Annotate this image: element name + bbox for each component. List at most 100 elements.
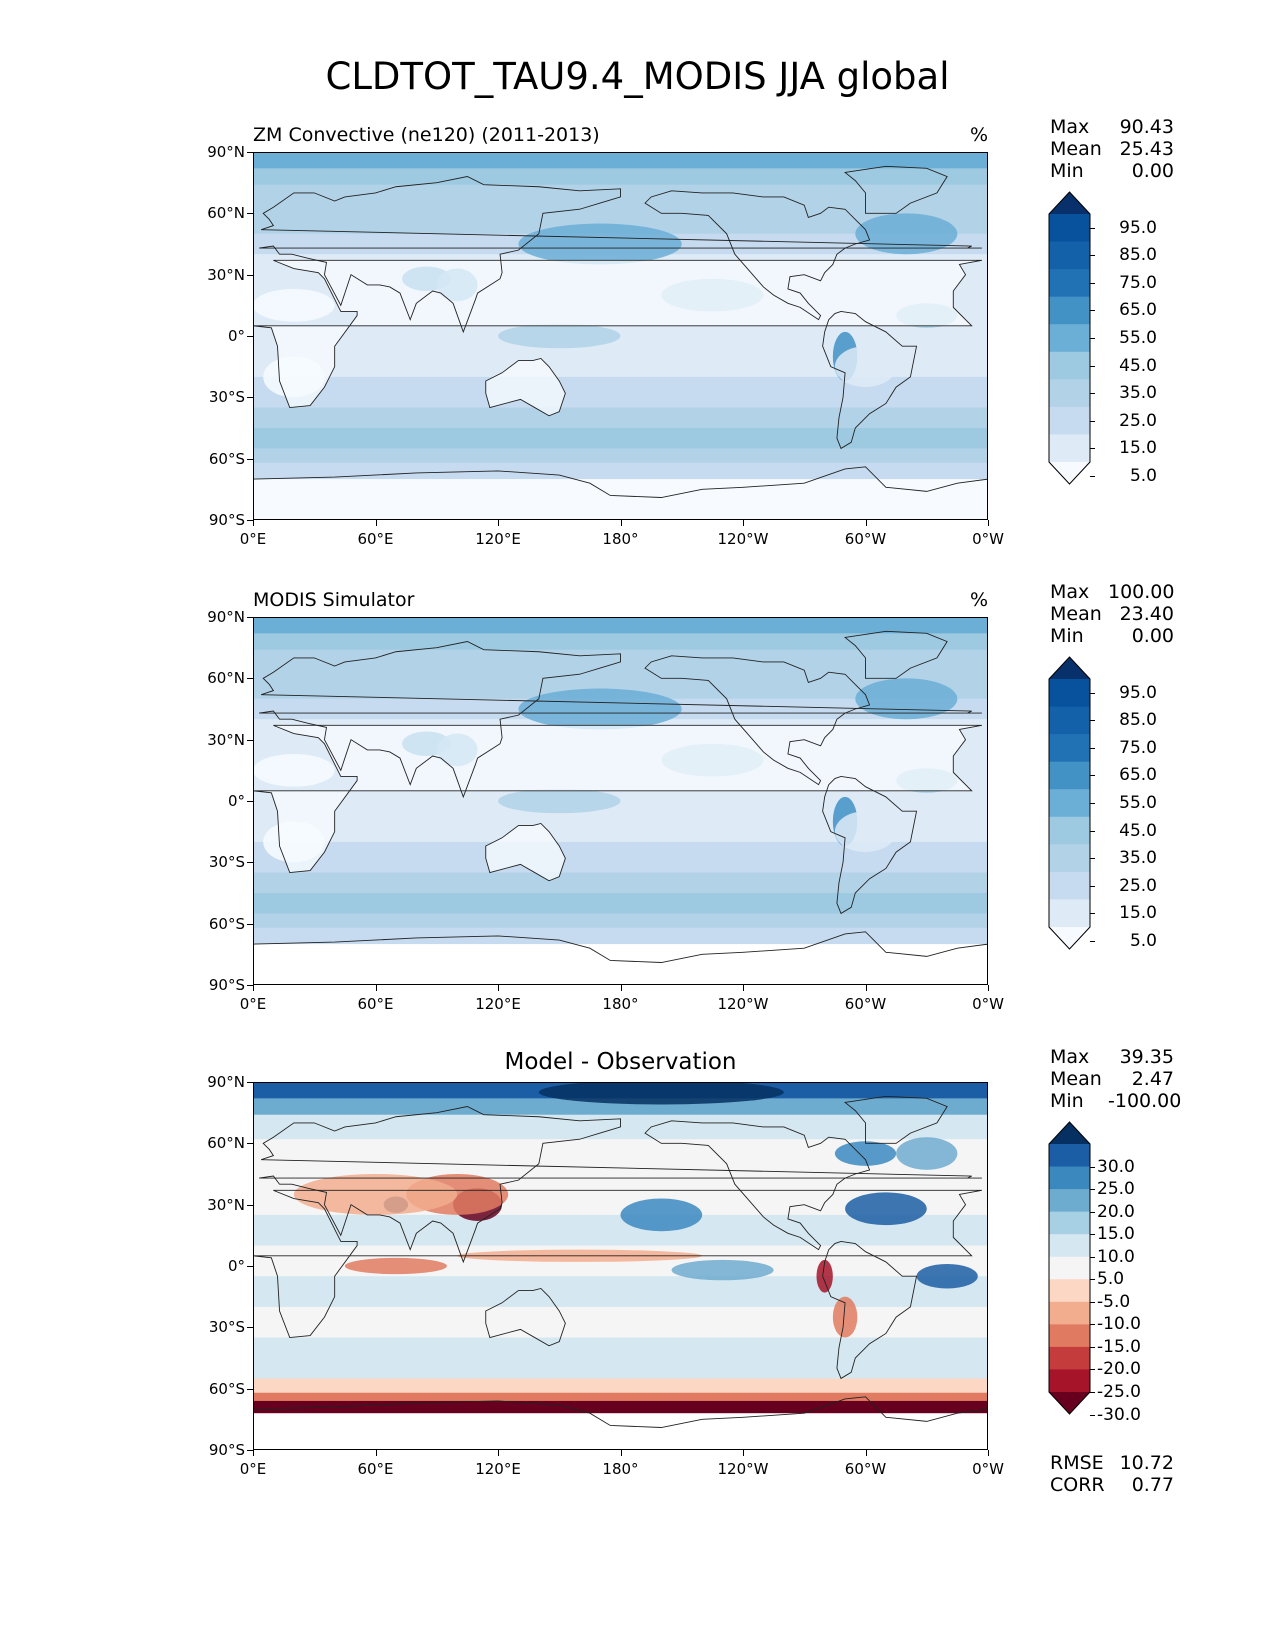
lon-tick-label: 0°W: [972, 995, 1004, 1013]
colorbar-label: 75.0: [1119, 272, 1157, 293]
colorbar-tick: [1090, 1279, 1095, 1281]
lat-tick-mark: [247, 1450, 253, 1451]
lon-tick-label: 120°E: [475, 1460, 521, 1478]
colorbar-tick: [1090, 227, 1095, 229]
colorbar-label: 85.0: [1119, 710, 1157, 731]
coastline-antarctica: [253, 466, 988, 520]
lat-tick-label: 90°N: [207, 1073, 245, 1091]
colorbar-extend-min: [1049, 927, 1090, 949]
lon-tick-label: 120°E: [475, 530, 521, 548]
lat-tick-mark: [247, 862, 253, 864]
lat-tick-label: 30°N: [207, 1195, 245, 1214]
colorbar-label: 75.0: [1119, 737, 1157, 758]
lat-tick-label: 0°: [227, 1257, 245, 1275]
land-fill: [485, 358, 566, 416]
colorbar-tick: [1090, 255, 1095, 257]
contour-feature: [816, 1259, 833, 1293]
metric-value: 10.72: [1119, 1452, 1174, 1474]
colorbar-segment: [1049, 1301, 1090, 1325]
colorbar-label: -30.0: [1097, 1404, 1141, 1425]
colorbar-label: 20.0: [1097, 1201, 1135, 1222]
contour-feature: [518, 688, 682, 730]
panel-title: Model - Observation: [504, 1049, 737, 1075]
lat-tick-mark: [247, 617, 253, 618]
panel-title: ZM Convective (ne120) (2011-2013): [253, 124, 600, 146]
lon-tick-label: 180°: [602, 530, 639, 548]
land-fill: [253, 260, 982, 408]
lat-tick-label: 30°N: [207, 265, 245, 284]
colorbar-label: 5.0: [1129, 465, 1157, 486]
stat-value: 39.35: [1119, 1046, 1174, 1068]
colorbar-label: 15.0: [1119, 903, 1157, 924]
lat-tick-mark: [247, 152, 253, 153]
colorbar-label: 65.0: [1119, 765, 1157, 786]
lat-tick-mark: [247, 985, 253, 986]
colorbar-segment: [1049, 351, 1090, 380]
lon-tick-label: 0°W: [972, 1460, 1004, 1478]
colorbar-segment: [1049, 1369, 1090, 1393]
lon-tick-mark: [865, 520, 867, 526]
colorbar-tick: [1090, 310, 1095, 312]
coastline-africa: [253, 1189, 982, 1339]
colorbar-label: 30.0: [1097, 1156, 1135, 1177]
contour-band: [253, 872, 988, 894]
colorbar-segment: [1049, 1166, 1090, 1190]
colorbar-tick: [1090, 692, 1095, 694]
coastline-greenland: [843, 1095, 948, 1144]
lat-tick-mark: [247, 1143, 253, 1145]
lat-tick-mark: [247, 1266, 253, 1267]
contour-band: [253, 944, 988, 985]
colorbar-label: -5.0: [1097, 1291, 1131, 1312]
stat-label: Min: [1050, 160, 1084, 182]
map-panel: [253, 617, 988, 985]
lon-tick-mark: [743, 985, 744, 991]
panel-title: MODIS Simulator: [253, 589, 415, 611]
colorbar-label: -15.0: [1097, 1336, 1141, 1357]
colorbar-label: 95.0: [1119, 217, 1157, 238]
colorbar-tick: [1090, 338, 1095, 339]
lon-tick-label: 180°: [602, 1460, 639, 1478]
coastline-antarctica: [253, 1396, 988, 1450]
colorbar-outline: [1048, 191, 1091, 485]
lon-tick-label: 60°E: [357, 530, 394, 548]
lon-tick-label: 0°E: [239, 1460, 267, 1478]
contour-feature: [834, 1141, 897, 1166]
colorbar-segment: [1049, 269, 1090, 298]
colorbar-tick: [1090, 720, 1095, 722]
contour-band: [253, 1098, 988, 1116]
colorbar-tick: [1090, 747, 1095, 749]
colorbar-segment: [1049, 706, 1090, 735]
lon-tick-mark: [375, 985, 377, 991]
colorbar-tick: [1090, 1256, 1095, 1258]
colorbar-tick: [1090, 448, 1095, 450]
colorbar-label: 65.0: [1119, 300, 1157, 321]
contour-feature: [620, 1198, 703, 1232]
colorbar-segment: [1049, 871, 1090, 900]
lon-tick-mark: [253, 1450, 254, 1456]
lat-tick-label: 90°N: [207, 608, 245, 626]
stat-value: -100.00: [1108, 1090, 1182, 1112]
stat-label: Mean: [1050, 138, 1102, 160]
coastline-africa: [253, 259, 982, 409]
colorbar-label: 10.0: [1097, 1246, 1135, 1267]
colorbar-segment: [1049, 1234, 1090, 1258]
colorbar-segment: [1049, 789, 1090, 818]
contour-feature: [293, 1174, 458, 1215]
colorbar-tick: [1090, 803, 1095, 804]
lat-tick-mark: [247, 520, 253, 521]
lon-tick-label: 180°: [602, 995, 639, 1013]
lon-tick-label: 0°E: [239, 995, 267, 1013]
lon-tick-label: 60°W: [844, 530, 887, 548]
map-panel: [253, 1082, 988, 1450]
contour-feature: [253, 753, 335, 787]
colorbar-segment: [1049, 434, 1090, 463]
colorbar-outline: [1048, 656, 1091, 950]
colorbar-segment: [1049, 1279, 1090, 1303]
coastline-australia: [485, 357, 566, 417]
colorbar-tick: [1090, 420, 1095, 422]
colorbar-tick: [1090, 830, 1095, 832]
colorbar-label: -25.0: [1097, 1382, 1141, 1402]
colorbar-tick: [1090, 940, 1095, 942]
colorbar-segment: [1049, 1189, 1090, 1213]
colorbar-tick: [1090, 393, 1095, 395]
